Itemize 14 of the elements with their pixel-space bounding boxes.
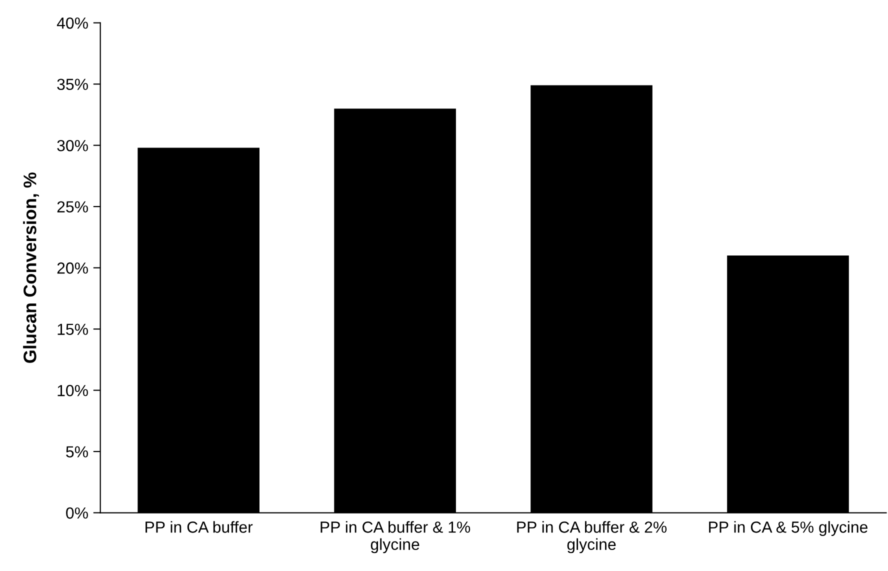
x-tick-label: PP in CA & 5% glycine — [709, 521, 868, 536]
y-tick-label: 10% — [58, 384, 88, 396]
y-tick-label: 30% — [57, 140, 88, 152]
x-tick-label: PP in CA buffer & 1% glycine — [320, 521, 470, 554]
x-tick-label: PP in CA buffer — [146, 521, 253, 533]
y-axis-title: Glucan Conversion, % — [23, 172, 39, 363]
y-tick-label: 40% — [56, 17, 88, 29]
y-tick-label: 5% — [66, 446, 88, 458]
x-tick-label: PP in CA buffer & 2% glycine — [517, 521, 667, 554]
y-tick-label: 0% — [66, 507, 88, 519]
y-tick-label: 20% — [57, 262, 88, 274]
y-tick-label: 35% — [57, 78, 88, 90]
y-tick-label: 15% — [58, 324, 88, 335]
y-tick-label: 25% — [57, 201, 88, 213]
